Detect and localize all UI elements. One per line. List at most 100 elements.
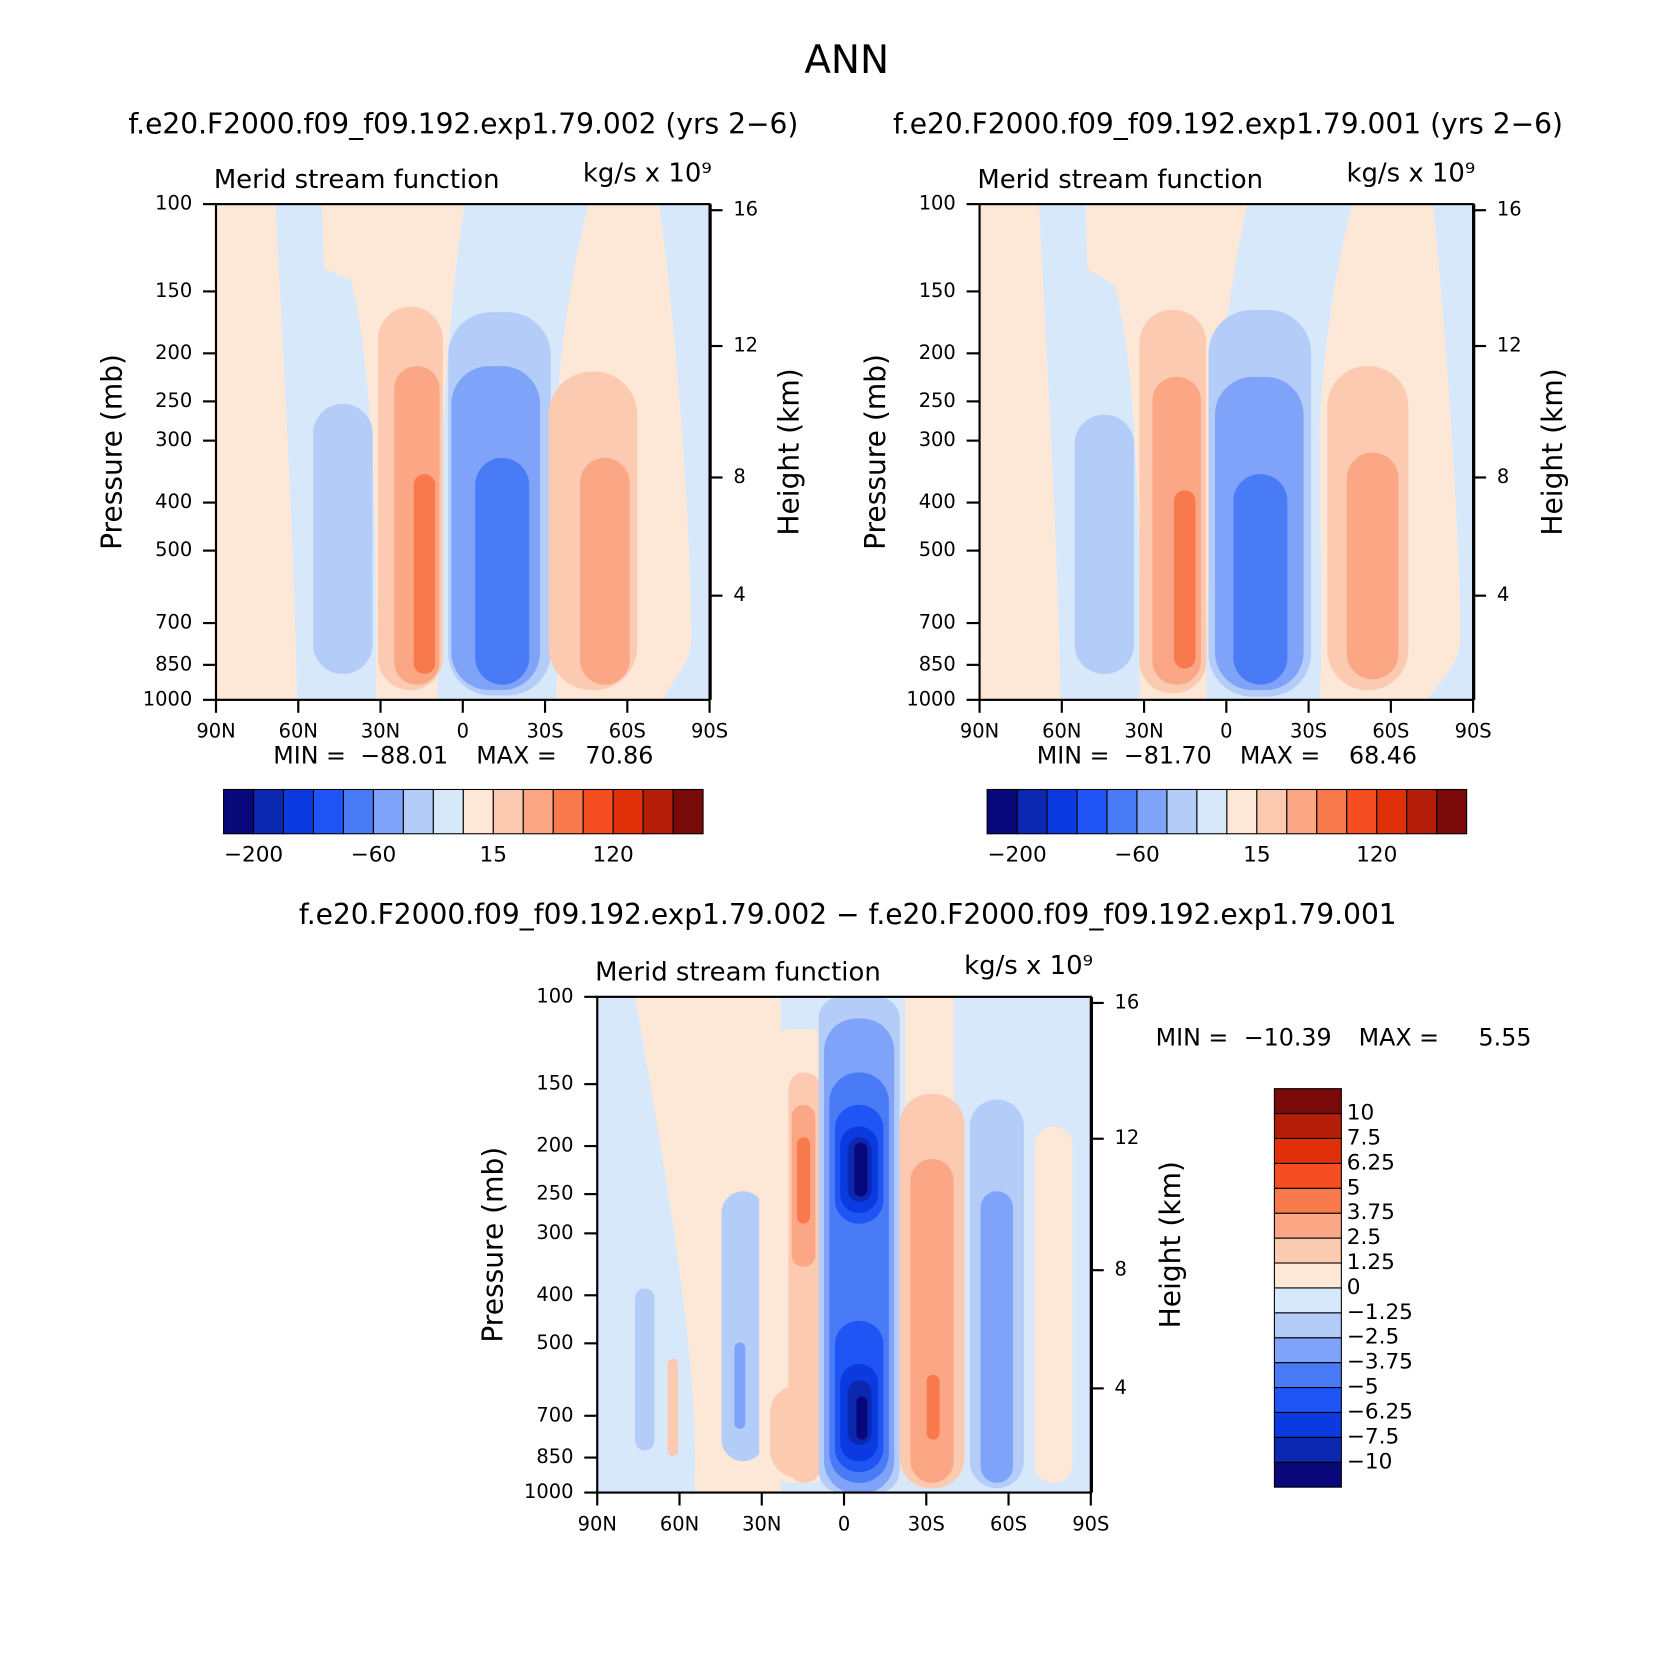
colorbar-label: 15 <box>1243 842 1270 867</box>
y-tick-label: 200 <box>155 341 192 364</box>
y2-tick-label: 4 <box>1115 1376 1127 1399</box>
x-tick-label: 60S <box>1372 720 1409 743</box>
panel-title: f.e20.F2000.f09_f09.192.exp1.79.002 (yrs… <box>128 107 798 140</box>
y-tick-label: 400 <box>155 490 192 513</box>
y-tick-label: 150 <box>536 1072 573 1095</box>
y-tick-label: 150 <box>155 279 192 302</box>
y-tick-label: 100 <box>155 192 192 215</box>
contour-fill <box>1346 452 1399 680</box>
x-tick-label: 0 <box>838 1512 850 1535</box>
colorbar-label: −6.25 <box>1347 1399 1413 1424</box>
x-tick-label: 0 <box>1220 720 1232 743</box>
colorbar-box <box>1273 1137 1342 1164</box>
contour-fill <box>413 474 436 674</box>
y-tick-label: 150 <box>919 279 956 302</box>
contour-fill <box>1074 414 1134 674</box>
right-string: kg/s x 10⁹ <box>583 158 712 188</box>
min-text: MIN = <box>1037 742 1110 770</box>
y-tick-label: 700 <box>536 1403 573 1426</box>
colorbar-box <box>582 788 614 835</box>
y2-axis-label: Height (km) <box>1536 368 1569 535</box>
colorbar-box <box>1046 788 1078 835</box>
colorbar-box <box>1106 788 1138 835</box>
y-tick-label: 700 <box>919 611 956 634</box>
colorbar-label: −3.75 <box>1347 1350 1413 1375</box>
y-tick-label: 500 <box>919 538 956 561</box>
min-text: MIN = <box>1156 1023 1229 1051</box>
x-tick-label: 90S <box>1072 1512 1109 1535</box>
min-value: −88.01 <box>360 742 448 770</box>
y-tick-label: 200 <box>919 341 956 364</box>
x-tick-label: 60S <box>990 1512 1027 1535</box>
max-text: MAX = <box>1359 1023 1439 1051</box>
colorbar-box <box>1226 788 1258 835</box>
y2-tick-label: 16 <box>1497 198 1522 221</box>
colorbar-label: 120 <box>593 842 634 867</box>
colorbar-label: −200 <box>987 842 1046 867</box>
contour-fill <box>667 1358 679 1456</box>
contour-fill <box>1173 490 1196 669</box>
colorbar-box <box>1316 788 1348 835</box>
y2-tick-label: 12 <box>1497 334 1522 357</box>
y-tick-label: 400 <box>919 490 956 513</box>
y2-axis-label: Height (km) <box>773 368 806 535</box>
y2-tick-label: 8 <box>1497 465 1509 488</box>
contour-field <box>979 204 1474 700</box>
x-tick-label: 30N <box>1124 720 1163 743</box>
min-text: MIN = <box>273 742 346 770</box>
x-tick-label: 30N <box>742 1512 781 1535</box>
y2-tick-label: 8 <box>733 465 745 488</box>
x-tick-label: 90S <box>1455 720 1492 743</box>
y-tick-label: 100 <box>919 192 956 215</box>
colorbar-box <box>402 788 434 835</box>
colorbar-box <box>1016 788 1048 835</box>
y-axis-label: Pressure (mb) <box>95 354 128 550</box>
left-string: Merid stream function <box>214 165 500 195</box>
colorbar-box <box>1196 788 1228 835</box>
max-value: 70.86 <box>585 742 653 770</box>
colorbar-box <box>672 788 704 835</box>
contour-fill <box>734 1342 746 1429</box>
colorbar-label: 5 <box>1347 1175 1361 1200</box>
contour-fill <box>926 1374 940 1440</box>
min-value: −81.70 <box>1124 742 1212 770</box>
colorbar-box <box>1273 1436 1342 1463</box>
x-tick-label: 90S <box>691 720 728 743</box>
contour-fill <box>313 403 373 674</box>
colorbar-box <box>1076 788 1108 835</box>
y-tick-label: 850 <box>536 1445 573 1468</box>
colorbar-box <box>1166 788 1198 835</box>
colorbar-box <box>1273 1262 1342 1289</box>
y-tick-label: 300 <box>919 428 956 451</box>
colorbar-box <box>1346 788 1378 835</box>
contour-fill <box>854 1142 868 1197</box>
colorbar-box <box>1273 1312 1342 1339</box>
colorbar-box <box>1406 788 1438 835</box>
y-tick-label: 250 <box>919 389 956 412</box>
colorbar-label: −1.25 <box>1347 1300 1413 1325</box>
y-axis-label: Pressure (mb) <box>477 1147 510 1343</box>
panel-title: f.e20.F2000.f09_f09.192.exp1.79.001 (yrs… <box>893 107 1563 140</box>
contour-fill <box>856 1396 868 1440</box>
colorbar-box <box>612 788 644 835</box>
y2-tick-label: 16 <box>733 198 758 221</box>
colorbar-label: 7.5 <box>1347 1125 1381 1150</box>
y2-tick-label: 12 <box>733 334 758 357</box>
y-tick-label: 500 <box>155 538 192 561</box>
right-string: kg/s x 10⁹ <box>1346 158 1475 188</box>
contour-fill <box>1034 1126 1073 1483</box>
right-string: kg/s x 10⁹ <box>964 951 1093 981</box>
panel-title: f.e20.F2000.f09_f09.192.exp1.79.002 − f.… <box>299 898 1397 931</box>
colorbar-box <box>1273 1461 1342 1488</box>
colorbar-box <box>492 788 524 835</box>
colorbar-label: 10 <box>1347 1101 1374 1126</box>
colorbar-box <box>223 788 255 835</box>
y2-tick-label: 4 <box>1497 583 1509 606</box>
colorbar-box <box>1136 788 1168 835</box>
colorbar-label: −200 <box>224 842 283 867</box>
y2-tick-label: 4 <box>733 583 745 606</box>
colorbar-box <box>1273 1411 1342 1438</box>
x-tick-label: 90N <box>960 720 999 743</box>
